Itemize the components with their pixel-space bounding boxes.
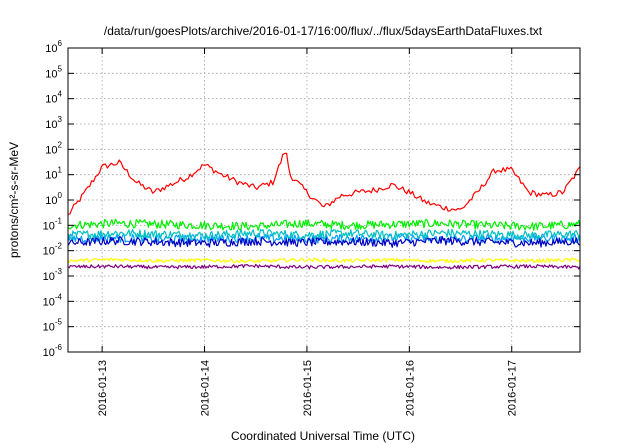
- y-tick-label: 10-4: [43, 292, 63, 308]
- y-tick-label: 105: [45, 64, 62, 80]
- ticks: [68, 47, 580, 353]
- series-line-5: [67, 257, 581, 264]
- series-layer: [67, 152, 581, 270]
- y-tick-label: 10-5: [43, 318, 63, 334]
- x-tick-label: 2016-01-16: [404, 360, 416, 416]
- x-tick-label: 2016-01-13: [97, 360, 109, 416]
- y-tick-label: 100: [45, 191, 62, 207]
- x-tick-labels: 2016-01-13 2016-01-14 2016-01-15 2016-01-16…: [97, 360, 519, 416]
- series-line-2: [67, 228, 581, 240]
- y-tick-label: 10-2: [43, 242, 63, 258]
- y-tick-label: 106: [45, 39, 62, 55]
- x-axis-label: Coordinated Universal Time (UTC): [231, 429, 415, 443]
- x-tick-label: 2016-01-15: [302, 360, 314, 416]
- series-line-1: [67, 218, 581, 231]
- x-tick-label: 2016-01-14: [200, 360, 212, 416]
- y-tick-labels: 10-6 10-5 10-4 10-3 10-2 10-1 100 101 102 103 104 1…: [43, 39, 63, 359]
- y-tick-label: 104: [45, 90, 62, 106]
- x-tick-label: 2016-01-17: [507, 360, 519, 416]
- y-tick-label: 10-3: [43, 267, 63, 283]
- series-line-0: [67, 152, 581, 215]
- series-line-6: [67, 263, 581, 270]
- y-tick-label: 103: [45, 115, 62, 131]
- y-axis-label: protons/cm²-s-sr-MeV: [7, 142, 21, 258]
- y-tick-label: 10-1: [43, 216, 63, 232]
- grid: [68, 48, 580, 352]
- chart-title: /data/run/goesPlots/archive/2016-01-17/1…: [104, 24, 543, 38]
- y-tick-label: 10-6: [43, 343, 63, 359]
- y-tick-label: 102: [45, 140, 62, 156]
- series-line-3: [67, 235, 581, 248]
- y-tick-label: 101: [45, 166, 62, 182]
